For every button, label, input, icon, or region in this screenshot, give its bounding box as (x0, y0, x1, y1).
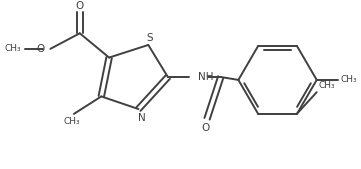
Text: CH₃: CH₃ (4, 44, 21, 53)
Text: CH₃: CH₃ (340, 75, 357, 84)
Text: O: O (36, 44, 44, 54)
Text: N: N (138, 113, 145, 123)
Text: O: O (75, 1, 84, 11)
Text: S: S (146, 33, 153, 43)
Text: CH₃: CH₃ (319, 81, 335, 90)
Text: CH₃: CH₃ (64, 117, 80, 126)
Text: NH: NH (198, 72, 214, 82)
Text: O: O (201, 123, 209, 132)
